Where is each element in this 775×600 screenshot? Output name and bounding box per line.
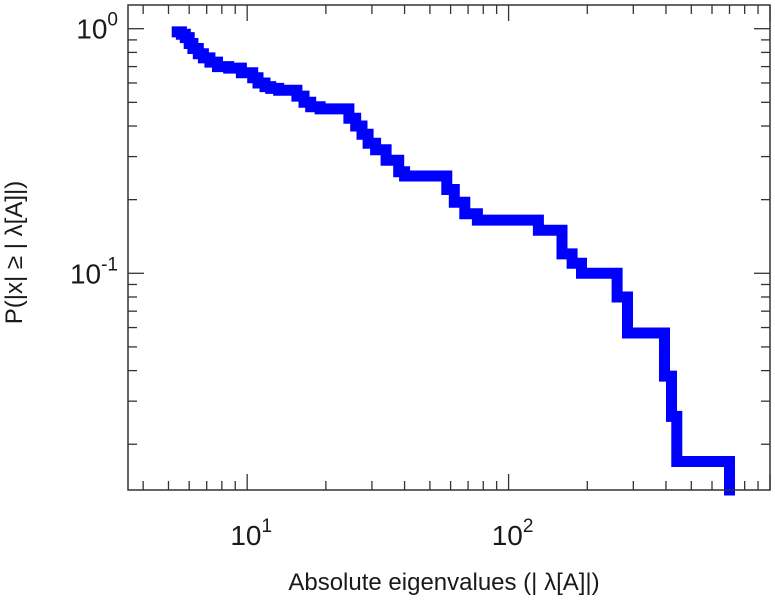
x-tick-label: 101 (230, 516, 272, 551)
x-axis-label: Absolute eigenvalues (| λ[A]|) (288, 569, 599, 596)
series-line-0 (171, 26, 735, 496)
axis-ticks (128, 5, 771, 490)
plot-frame (127, 4, 771, 491)
y-axis-label: P(|x| ≥ | λ[A]|) (1, 181, 28, 324)
y-tick-label: 100 (76, 10, 118, 45)
x-tick-label: 102 (492, 516, 534, 551)
tick-labels: 101 102 100 10-1 (70, 10, 534, 551)
y-tick-label: 10-1 (70, 254, 118, 289)
